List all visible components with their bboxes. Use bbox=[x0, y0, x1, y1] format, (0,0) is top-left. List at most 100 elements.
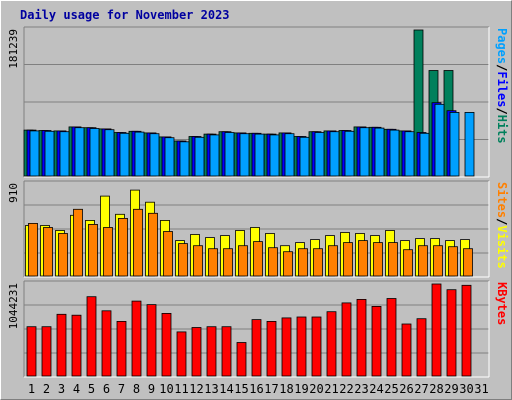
visits-bar-sites-12 bbox=[193, 245, 203, 277]
x-tick-label-25: 25 bbox=[384, 382, 398, 396]
x-tick-label-13: 13 bbox=[204, 382, 218, 396]
visits-bar-sites-17 bbox=[268, 247, 278, 277]
x-tick-label-11: 11 bbox=[174, 382, 188, 396]
kbytes-bar-kbytes-26 bbox=[401, 323, 412, 377]
kbytes-bar-kbytes-19 bbox=[296, 316, 307, 377]
visits-bar-sites-2 bbox=[43, 227, 53, 277]
kbytes-bar-kbytes-8 bbox=[131, 300, 142, 377]
visits-bar-sites-4 bbox=[73, 208, 83, 277]
x-tick-label-29: 29 bbox=[444, 382, 458, 396]
x-tick-label-23: 23 bbox=[354, 382, 368, 396]
x-tick-label-2: 2 bbox=[43, 382, 50, 396]
x-tick-label-28: 28 bbox=[429, 382, 443, 396]
hits-bar-pages-19 bbox=[299, 136, 310, 177]
x-tick-label-4: 4 bbox=[73, 382, 80, 396]
kbytes-bar-kbytes-21 bbox=[326, 311, 337, 377]
kbytes-bar-kbytes-25 bbox=[386, 298, 397, 377]
hits-bar-pages-28 bbox=[434, 103, 445, 177]
kbytes-bar-kbytes-23 bbox=[356, 298, 367, 377]
x-tick-label-7: 7 bbox=[118, 382, 125, 396]
kbytes-ymax-label: 1044231 bbox=[7, 283, 20, 329]
hits-bar-pages-5 bbox=[89, 128, 100, 177]
visits-bar-sites-5 bbox=[88, 223, 98, 277]
visits-bar-sites-23 bbox=[358, 240, 368, 277]
x-tick-label-14: 14 bbox=[219, 382, 233, 396]
visits-bar-sites-18 bbox=[283, 251, 293, 277]
hits-bar-pages-12 bbox=[194, 136, 205, 177]
x-tick-label-19: 19 bbox=[294, 382, 308, 396]
x-tick-label-8: 8 bbox=[133, 382, 140, 396]
hits-label-separator: / bbox=[495, 107, 509, 114]
visits-bar-sites-24 bbox=[373, 242, 383, 277]
x-tick-label-31: 31 bbox=[474, 382, 488, 396]
kbytes-label-kbytes: KBytes bbox=[495, 282, 509, 325]
x-tick-label-12: 12 bbox=[189, 382, 203, 396]
kbytes-bar-kbytes-29 bbox=[446, 289, 457, 377]
kbytes-bar-kbytes-14 bbox=[221, 326, 232, 377]
hits-bar-pages-22 bbox=[344, 130, 355, 177]
visits-bar-sites-7 bbox=[118, 217, 128, 277]
visits-bar-sites-29 bbox=[448, 246, 458, 277]
visits-bar-sites-27 bbox=[418, 245, 428, 277]
visits-bar-sites-25 bbox=[388, 242, 398, 277]
kbytes-bar-kbytes-13 bbox=[206, 326, 217, 377]
hits-bar-pages-11 bbox=[179, 141, 190, 177]
x-tick-label-6: 6 bbox=[103, 382, 110, 396]
x-tick-label-1: 1 bbox=[28, 382, 35, 396]
hits-bar-pages-3 bbox=[59, 131, 70, 177]
visits-label-visits: Visits bbox=[495, 225, 509, 268]
kbytes-bar-kbytes-2 bbox=[41, 326, 52, 377]
x-tick-label-10: 10 bbox=[159, 382, 173, 396]
hits-bar-pages-25 bbox=[389, 129, 400, 177]
hits-bar-pages-14 bbox=[224, 132, 235, 177]
kbytes-bar-kbytes-4 bbox=[71, 314, 82, 377]
kbytes-bar-kbytes-30 bbox=[461, 284, 472, 377]
hits-bar-pages-6 bbox=[104, 129, 115, 177]
kbytes-bar-kbytes-11 bbox=[176, 331, 187, 377]
visits-bar-sites-20 bbox=[313, 248, 323, 277]
kbytes-bar-kbytes-12 bbox=[191, 327, 202, 377]
hits-bar-pages-7 bbox=[119, 132, 130, 177]
kbytes-series-labels: KBytes bbox=[495, 282, 509, 325]
visits-bar-sites-22 bbox=[343, 242, 353, 277]
kbytes-bar-kbytes-22 bbox=[341, 302, 352, 377]
x-tick-label-30: 30 bbox=[459, 382, 473, 396]
x-tick-label-21: 21 bbox=[324, 382, 338, 396]
hits-bar-pages-8 bbox=[134, 131, 145, 177]
x-tick-label-26: 26 bbox=[399, 382, 413, 396]
kbytes-bar-kbytes-17 bbox=[266, 320, 277, 377]
visits-bar-sites-3 bbox=[58, 233, 68, 277]
kbytes-bar-kbytes-7 bbox=[116, 320, 127, 377]
visits-bar-sites-28 bbox=[433, 245, 443, 277]
kbytes-bar-kbytes-6 bbox=[101, 310, 112, 377]
hits-ymax-label: 181239 bbox=[7, 29, 20, 69]
hits-bar-pages-26 bbox=[404, 131, 415, 177]
visits-bar-sites-9 bbox=[148, 212, 158, 277]
hits-bar-pages-17 bbox=[269, 134, 280, 177]
hits-bar-pages-4 bbox=[74, 127, 85, 177]
hits-bar-pages-16 bbox=[254, 133, 265, 177]
hits-label-files: Files bbox=[495, 71, 509, 107]
hits-bar-pages-13 bbox=[209, 134, 220, 177]
kbytes-bar-kbytes-3 bbox=[56, 313, 67, 377]
chart-title: Daily usage for November 2023 bbox=[20, 8, 230, 22]
visits-bar-sites-21 bbox=[328, 245, 338, 277]
kbytes-bar-kbytes-24 bbox=[371, 305, 382, 377]
hits-bar-pages-30 bbox=[464, 112, 475, 177]
kbytes-bar-kbytes-27 bbox=[416, 318, 427, 377]
kbytes-bar-kbytes-20 bbox=[311, 316, 322, 377]
hits-bar-pages-27 bbox=[419, 132, 430, 177]
x-tick-label-22: 22 bbox=[339, 382, 353, 396]
x-tick-label-9: 9 bbox=[148, 382, 155, 396]
hits-bar-pages-1 bbox=[29, 130, 40, 177]
x-tick-label-24: 24 bbox=[369, 382, 383, 396]
visits-label-sites: Sites bbox=[495, 182, 509, 218]
x-tick-label-27: 27 bbox=[414, 382, 428, 396]
kbytes-bar-kbytes-1 bbox=[26, 326, 37, 377]
x-tick-label-16: 16 bbox=[249, 382, 263, 396]
visits-bar-sites-13 bbox=[208, 248, 218, 277]
kbytes-bar-kbytes-9 bbox=[146, 304, 157, 377]
kbytes-bar-kbytes-28 bbox=[431, 283, 442, 377]
x-tick-label-5: 5 bbox=[88, 382, 95, 396]
